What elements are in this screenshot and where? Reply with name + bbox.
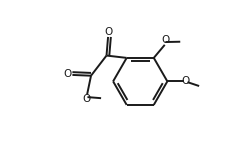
Text: O: O — [82, 94, 90, 104]
Text: O: O — [161, 35, 169, 45]
Text: O: O — [104, 27, 112, 37]
Text: O: O — [180, 76, 189, 86]
Text: O: O — [64, 69, 72, 79]
